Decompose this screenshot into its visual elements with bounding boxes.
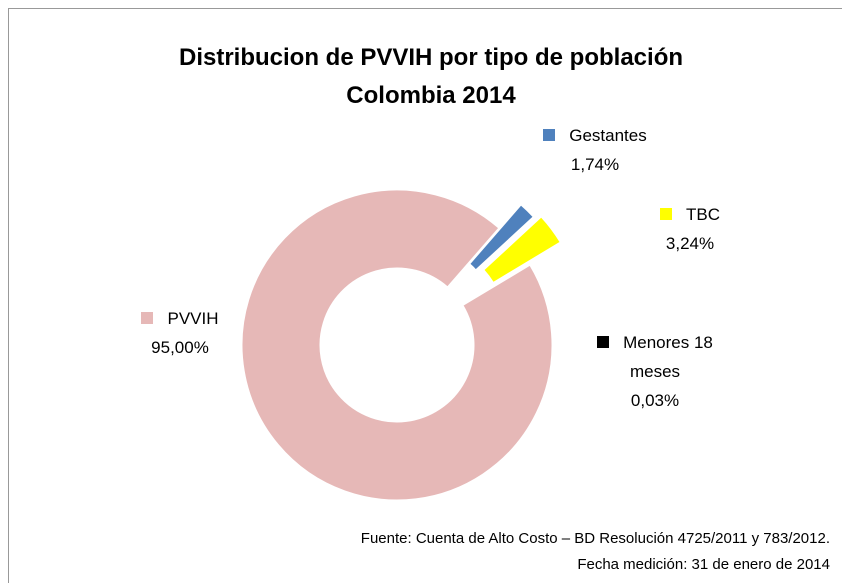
legend-marker <box>141 312 154 324</box>
label-name: Gestantes <box>569 126 647 145</box>
label-value: 3,24% <box>665 234 715 253</box>
label-name: TBC <box>686 205 720 224</box>
legend-marker <box>543 129 556 141</box>
label-value: 95,00% <box>151 338 209 357</box>
legend-marker <box>660 208 672 220</box>
slice <box>469 204 534 271</box>
chart-title: Distribucion de PVVIH por tipo de poblac… <box>178 44 684 71</box>
data-label: TBC 3,24% <box>630 200 750 258</box>
chart-frame <box>8 8 842 583</box>
data-label: Gestantes 1,74% <box>525 121 665 179</box>
legend-marker <box>597 336 610 348</box>
data-label: Menores 18 meses 0,03% <box>580 328 730 415</box>
source-note: Fuente: Cuenta de Alto Costo – BD Resolu… <box>360 530 830 547</box>
label-value: 0,03% <box>630 391 680 410</box>
slice <box>483 216 561 284</box>
data-label: PVVIH 95,00% <box>115 304 245 362</box>
label-name: PVVIH <box>167 309 219 328</box>
label-value: 1,74% <box>570 155 620 174</box>
label-name: Menores 18 meses <box>623 333 713 381</box>
chart-title: Colombia 2014 <box>346 82 516 109</box>
source-note: Fecha medición: 31 de enero de 2014 <box>577 556 830 573</box>
slice <box>241 189 553 501</box>
